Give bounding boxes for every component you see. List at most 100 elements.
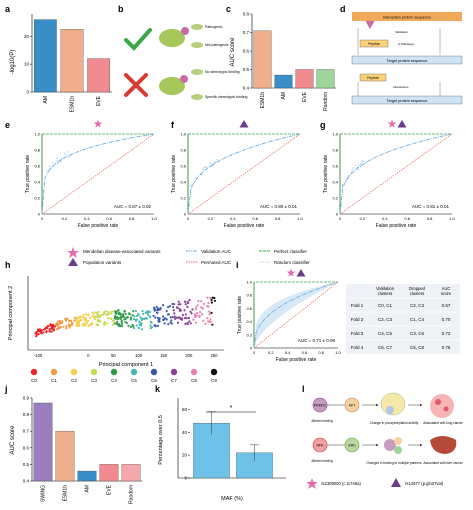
panel-h-point	[137, 313, 139, 315]
panel-label-b: b	[118, 4, 124, 14]
panel-j-bar-3	[100, 464, 118, 481]
cluster-legend-label-3: C3	[91, 378, 97, 383]
panel-h-xtick-0: -100	[34, 353, 43, 358]
panel-h-point	[104, 321, 106, 323]
check-icon	[126, 30, 150, 48]
panel-h-point	[154, 308, 156, 310]
panel-k-bars	[193, 412, 272, 478]
panel-h-point	[114, 312, 116, 314]
panel-f-ytick-3: 0.6	[180, 164, 186, 169]
partner-3	[191, 69, 203, 75]
legend-random: Random classifier	[274, 260, 310, 265]
table-cell: C5, C8	[410, 345, 425, 350]
l-row1-label-3: Associated with lung cancer	[423, 421, 463, 425]
roc-legend: Mendelian disease-associated variants Po…	[67, 247, 310, 266]
panel-h-point	[153, 324, 155, 326]
panel-c-xlabels: ESM1b AM EVE Random	[260, 91, 329, 111]
panel-h-point	[162, 304, 164, 306]
panel-h-xtick-5: 200	[185, 353, 193, 358]
panel-e-noise-dot	[61, 158, 62, 159]
variant-dot-1	[181, 27, 189, 35]
panel-k-ylabel: Percentage over 0.5	[158, 415, 164, 465]
legend-perfect: Perfect classifier	[274, 249, 308, 254]
panel-a-bar-2	[87, 59, 109, 92]
panel-h-point	[166, 318, 168, 320]
cluster-legend-label-2: C2	[71, 378, 77, 383]
panel-h-point	[177, 322, 179, 324]
panel-g-noise-dot	[352, 170, 353, 171]
panel-j-bar-1	[56, 431, 74, 481]
panel-h-point	[156, 312, 158, 314]
panel-h-point	[200, 300, 202, 302]
panel-h-point	[174, 318, 176, 320]
panel-h-point	[100, 314, 102, 316]
panel-h-point	[206, 297, 208, 299]
panel-e-xtick-1: 0.2	[62, 216, 68, 221]
panel-g-noise-dot	[363, 164, 364, 165]
panel-e-auc: AUC = 0.87 ± 0.02	[114, 204, 152, 209]
panel-h-point	[149, 316, 151, 318]
panel-g-noise-dot	[363, 161, 364, 162]
panel-f-noise-dot	[206, 166, 207, 167]
panel-h-point	[127, 316, 129, 318]
panel-f-noise-dot	[204, 167, 205, 168]
panel-h-point	[188, 317, 190, 319]
panel-g-noise-dot	[347, 178, 348, 179]
panel-c-xlabel-2: EVE	[302, 91, 308, 102]
panel-g-xtick-4: 0.8	[427, 216, 433, 221]
panel-h-point	[97, 316, 99, 318]
l-gene3-label: NFK	[317, 444, 325, 448]
panel-e-noise-dot	[52, 162, 53, 163]
panel-h-point	[182, 314, 184, 316]
panel-h-point	[201, 313, 203, 315]
panel-h-point	[117, 313, 119, 315]
l-tumor-1	[430, 394, 454, 418]
panel-h-point	[196, 312, 198, 314]
panel-c-xlabel-1: AM	[281, 92, 287, 100]
panel-h-point	[206, 305, 208, 307]
panel-e-noise-dot	[57, 158, 58, 159]
panel-h-point	[179, 303, 181, 305]
panel-k-yticks: 0204060	[182, 407, 190, 481]
panel-e-noise-dot	[65, 157, 66, 158]
panel-h-point	[132, 314, 134, 316]
cluster-legend-dot-8	[191, 369, 197, 375]
panel-h-point	[136, 315, 138, 317]
panel-h-point	[84, 319, 86, 321]
panel-h-point	[39, 329, 41, 331]
panel-h-point	[35, 335, 37, 337]
panel-h-point	[88, 325, 90, 327]
panel-i-ytick-5: 1.0	[246, 280, 252, 285]
panel-h-xtick-6: 250	[210, 353, 218, 358]
cluster-legend-dot-5	[131, 369, 137, 375]
panel-h-point	[139, 316, 141, 318]
panel-h-xtick-4: 150	[160, 353, 168, 358]
panel-e-ytick-1: 0.2	[34, 196, 40, 201]
panel-h-point	[83, 322, 85, 324]
panel-h-point	[187, 301, 189, 303]
panel-h-point	[191, 308, 193, 310]
panel-c-yticklabel-1: 0.5	[243, 67, 250, 72]
panel-h-point	[210, 321, 212, 323]
panel-a-yticklabel-2: 20	[24, 34, 30, 39]
panel-e-noise-dot	[52, 166, 53, 167]
panel-j-ylabel: AUC score	[10, 425, 16, 455]
panel-h-point	[211, 324, 213, 326]
legend-mendelian: Mendelian disease-associated variants	[83, 249, 161, 254]
panel-h-point	[173, 309, 175, 311]
panel-h-points	[34, 297, 216, 338]
panel-e-ytick-4: 0.8	[34, 148, 40, 153]
panel-h-point	[188, 320, 190, 322]
partner-1	[191, 24, 203, 30]
l-gene2-label: AKT	[349, 404, 357, 408]
panel-h-point	[65, 325, 67, 327]
panel-h-point	[170, 319, 172, 321]
panel-label-i: i	[236, 260, 239, 270]
panel-h-point	[167, 323, 169, 325]
panel-k-xlabel: MAF (%)	[221, 496, 243, 502]
partner-4	[191, 94, 203, 100]
panel-c-bar-3	[317, 70, 335, 89]
panel-a-xlabel-0: AM	[43, 96, 49, 104]
panel-i-xtick-5: 1.0	[335, 350, 341, 355]
